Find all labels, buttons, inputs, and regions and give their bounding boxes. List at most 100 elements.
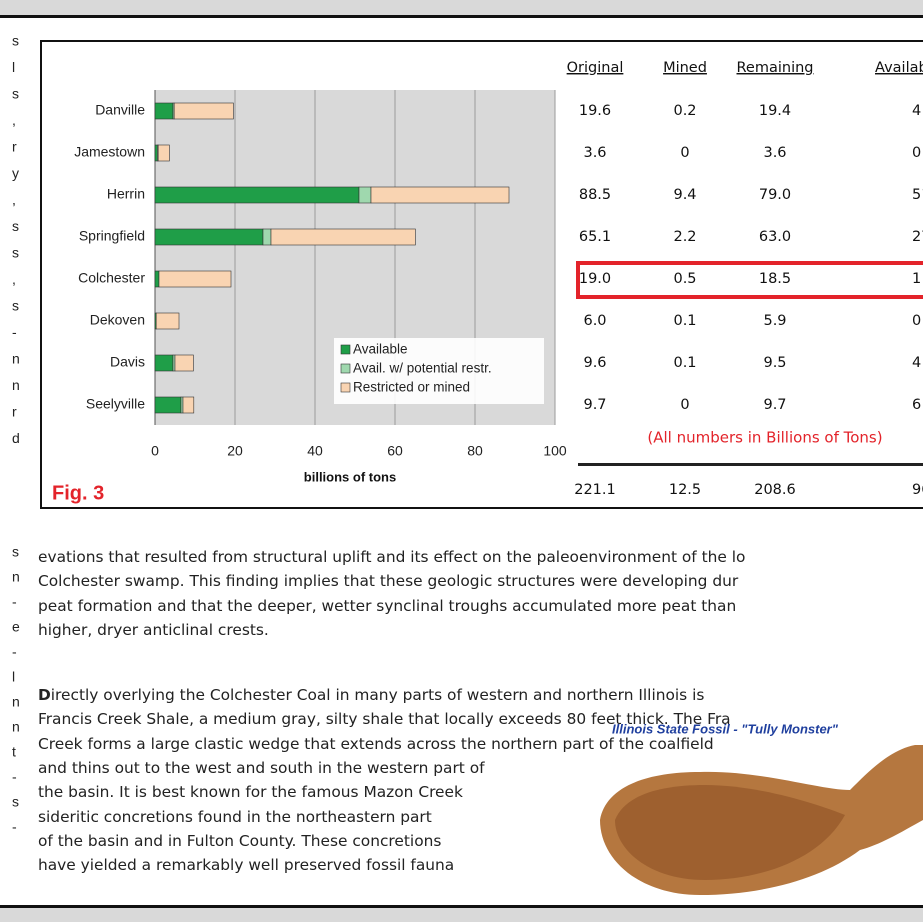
table-cell: 88.5 — [579, 187, 611, 203]
table-cell: 4 — [912, 355, 921, 371]
table-cell: 2.2 — [673, 229, 696, 245]
table-cell: 0 — [680, 145, 689, 161]
y-tick-label: Davis — [110, 354, 145, 370]
margin-fragment: , — [12, 192, 16, 208]
x-tick-label: 0 — [151, 443, 159, 459]
margin-fragment: - — [12, 769, 17, 785]
bottom-bar — [0, 908, 923, 922]
text-line: Directly overlying the Colchester Coal i… — [38, 684, 704, 706]
y-tick-label: Seelyville — [86, 396, 145, 412]
table-cell: 0.1 — [673, 313, 696, 329]
bar-segment — [359, 187, 371, 203]
legend-swatch — [341, 383, 350, 392]
text-line: Colchester swamp. This finding implies t… — [38, 570, 738, 592]
text-line: Creek forms a large clastic wedge that e… — [38, 733, 714, 755]
table-cell: 0 — [912, 313, 921, 329]
margin-fragment: s — [12, 86, 19, 102]
text-line: sideritic concretions found in the north… — [38, 806, 432, 828]
margin-fragment: s — [12, 218, 19, 234]
margin-fragment: n — [12, 569, 20, 585]
margin-fragment: t — [12, 744, 16, 760]
bar-segment — [156, 313, 179, 329]
margin-fragment: , — [12, 271, 16, 287]
table-cell: 0.2 — [673, 103, 696, 119]
page: Fig. 3 billions of tons (All numbers in … — [0, 0, 923, 922]
table-cell: 9.7 — [763, 397, 786, 413]
text-line: higher, dryer anticlinal crests. — [38, 619, 269, 641]
bar-segment — [155, 103, 173, 119]
table-cell: 1 — [912, 271, 921, 287]
y-tick-label: Herrin — [107, 186, 145, 202]
top-bar — [0, 0, 923, 15]
x-tick-label: 100 — [543, 443, 567, 459]
table-cell: 9.5 — [763, 355, 786, 371]
total-rule — [578, 463, 923, 466]
bar-segment — [183, 397, 194, 413]
table-total: 12.5 — [669, 482, 701, 498]
text-line: have yielded a remarkably well preserved… — [38, 854, 454, 876]
table-cell: 3.6 — [763, 145, 786, 161]
margin-fragment: n — [12, 351, 20, 367]
margin-fragment: n — [12, 719, 20, 735]
text-line: Francis Creek Shale, a medium gray, silt… — [38, 708, 731, 730]
legend-swatch — [341, 364, 350, 373]
x-axis-label: billions of tons — [304, 469, 396, 484]
bar-segment — [371, 187, 509, 203]
bar-segment — [158, 145, 169, 161]
table-cell: 0 — [680, 397, 689, 413]
legend-label: Restricted or mined — [353, 380, 470, 395]
x-tick-label: 20 — [227, 443, 243, 459]
table-header: Mined — [663, 60, 707, 76]
margin-fragment: - — [12, 819, 17, 835]
bar-segment — [263, 229, 271, 245]
y-tick-label: Jamestown — [74, 144, 145, 160]
margin-fragment: d — [12, 430, 20, 446]
x-tick-label: 40 — [307, 443, 323, 459]
margin-fragment: s — [12, 245, 19, 261]
table-cell: 19.0 — [579, 271, 611, 287]
x-tick-label: 80 — [467, 443, 483, 459]
legend-label: Avail. w/ potential restr. — [353, 361, 492, 376]
table-cell: 9.6 — [583, 355, 606, 371]
text-line: peat formation and that the deeper, wett… — [38, 595, 736, 617]
margin-fragment: r — [12, 404, 17, 420]
margin-fragment: s — [12, 544, 19, 560]
margin-fragment: n — [12, 377, 20, 393]
table-header: Original — [567, 60, 624, 76]
table-total: 208.6 — [754, 482, 796, 498]
margin-fragment: y — [12, 165, 19, 181]
y-tick-label: Dekoven — [90, 312, 145, 328]
table-header: Available — [875, 60, 923, 76]
y-tick-label: Colchester — [78, 270, 145, 286]
margin-fragment: l — [12, 669, 15, 685]
text-line: and thins out to the west and south in t… — [38, 757, 485, 779]
table-cell: 9.7 — [583, 397, 606, 413]
text-line: the basin. It is best known for the famo… — [38, 781, 463, 803]
bar-segment — [155, 187, 359, 203]
margin-fragment: - — [12, 594, 17, 610]
table-cell: 5.9 — [763, 313, 786, 329]
text-line: evations that resulted from structural u… — [38, 546, 745, 568]
table-cell: 4 — [912, 103, 921, 119]
bar-segment — [155, 229, 263, 245]
y-tick-label: Springfield — [79, 228, 145, 244]
figure-label: Fig. 3 — [52, 482, 104, 504]
bottom-rule — [0, 905, 923, 908]
table-cell: 0.5 — [673, 271, 696, 287]
margin-fragment: s — [12, 794, 19, 810]
margin-fragment: - — [12, 644, 17, 660]
table-cell: 0 — [912, 145, 921, 161]
margin-fragment: e — [12, 619, 20, 635]
table-cell: 79.0 — [759, 187, 791, 203]
table-cell: 65.1 — [579, 229, 611, 245]
table-note: (All numbers in Billions of Tons) — [647, 429, 882, 447]
margin-fragment: l — [12, 59, 15, 75]
bar-segment — [159, 271, 231, 287]
bar-segment — [155, 355, 173, 371]
table-cell: 9.4 — [673, 187, 696, 203]
text-line: of the basin and in Fulton County. These… — [38, 830, 441, 852]
table-cell: 6.0 — [583, 313, 606, 329]
margin-fragment: s — [12, 298, 19, 314]
fossil-image — [600, 745, 923, 895]
bar-segment — [175, 355, 193, 371]
